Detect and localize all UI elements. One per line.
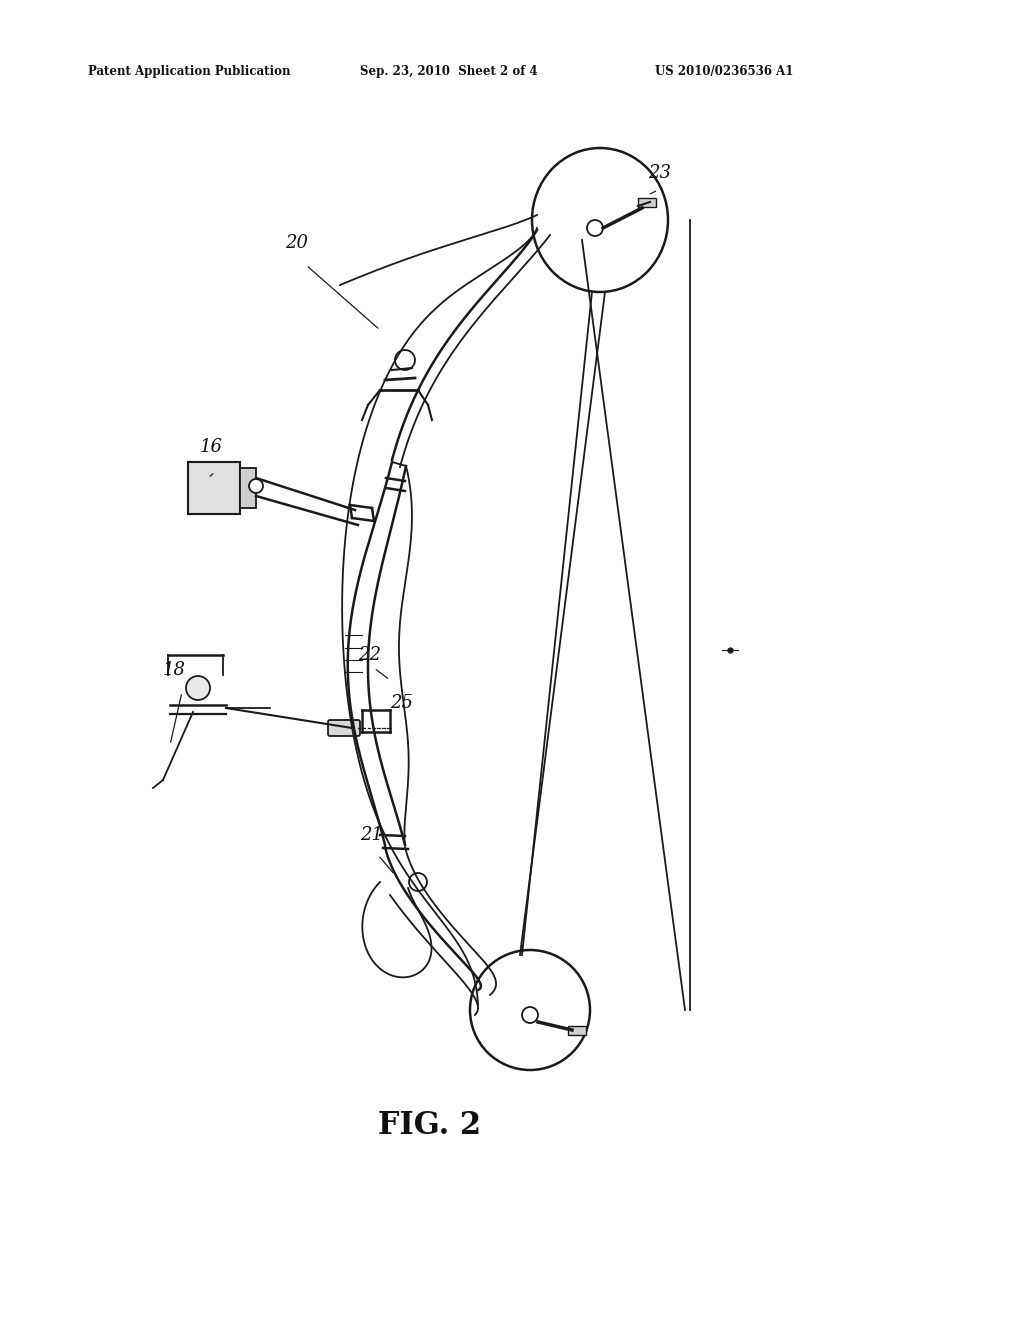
Text: 25: 25 — [390, 694, 413, 711]
Circle shape — [249, 479, 263, 492]
Circle shape — [409, 873, 427, 891]
Circle shape — [522, 1007, 538, 1023]
Text: 18: 18 — [163, 661, 186, 678]
FancyBboxPatch shape — [638, 198, 656, 207]
FancyBboxPatch shape — [328, 719, 360, 737]
Text: Sep. 23, 2010  Sheet 2 of 4: Sep. 23, 2010 Sheet 2 of 4 — [360, 66, 538, 78]
Text: Patent Application Publication: Patent Application Publication — [88, 66, 291, 78]
Circle shape — [587, 220, 603, 236]
Text: 22: 22 — [358, 645, 381, 664]
Text: 21: 21 — [360, 826, 383, 843]
FancyBboxPatch shape — [240, 469, 256, 508]
FancyBboxPatch shape — [188, 462, 240, 513]
Circle shape — [395, 350, 415, 370]
Text: 16: 16 — [200, 438, 223, 455]
Text: 23: 23 — [648, 164, 671, 182]
Text: 20: 20 — [285, 234, 308, 252]
Circle shape — [186, 676, 210, 700]
Text: FIG. 2: FIG. 2 — [379, 1110, 481, 1140]
Text: US 2010/0236536 A1: US 2010/0236536 A1 — [655, 66, 794, 78]
FancyBboxPatch shape — [568, 1026, 586, 1035]
